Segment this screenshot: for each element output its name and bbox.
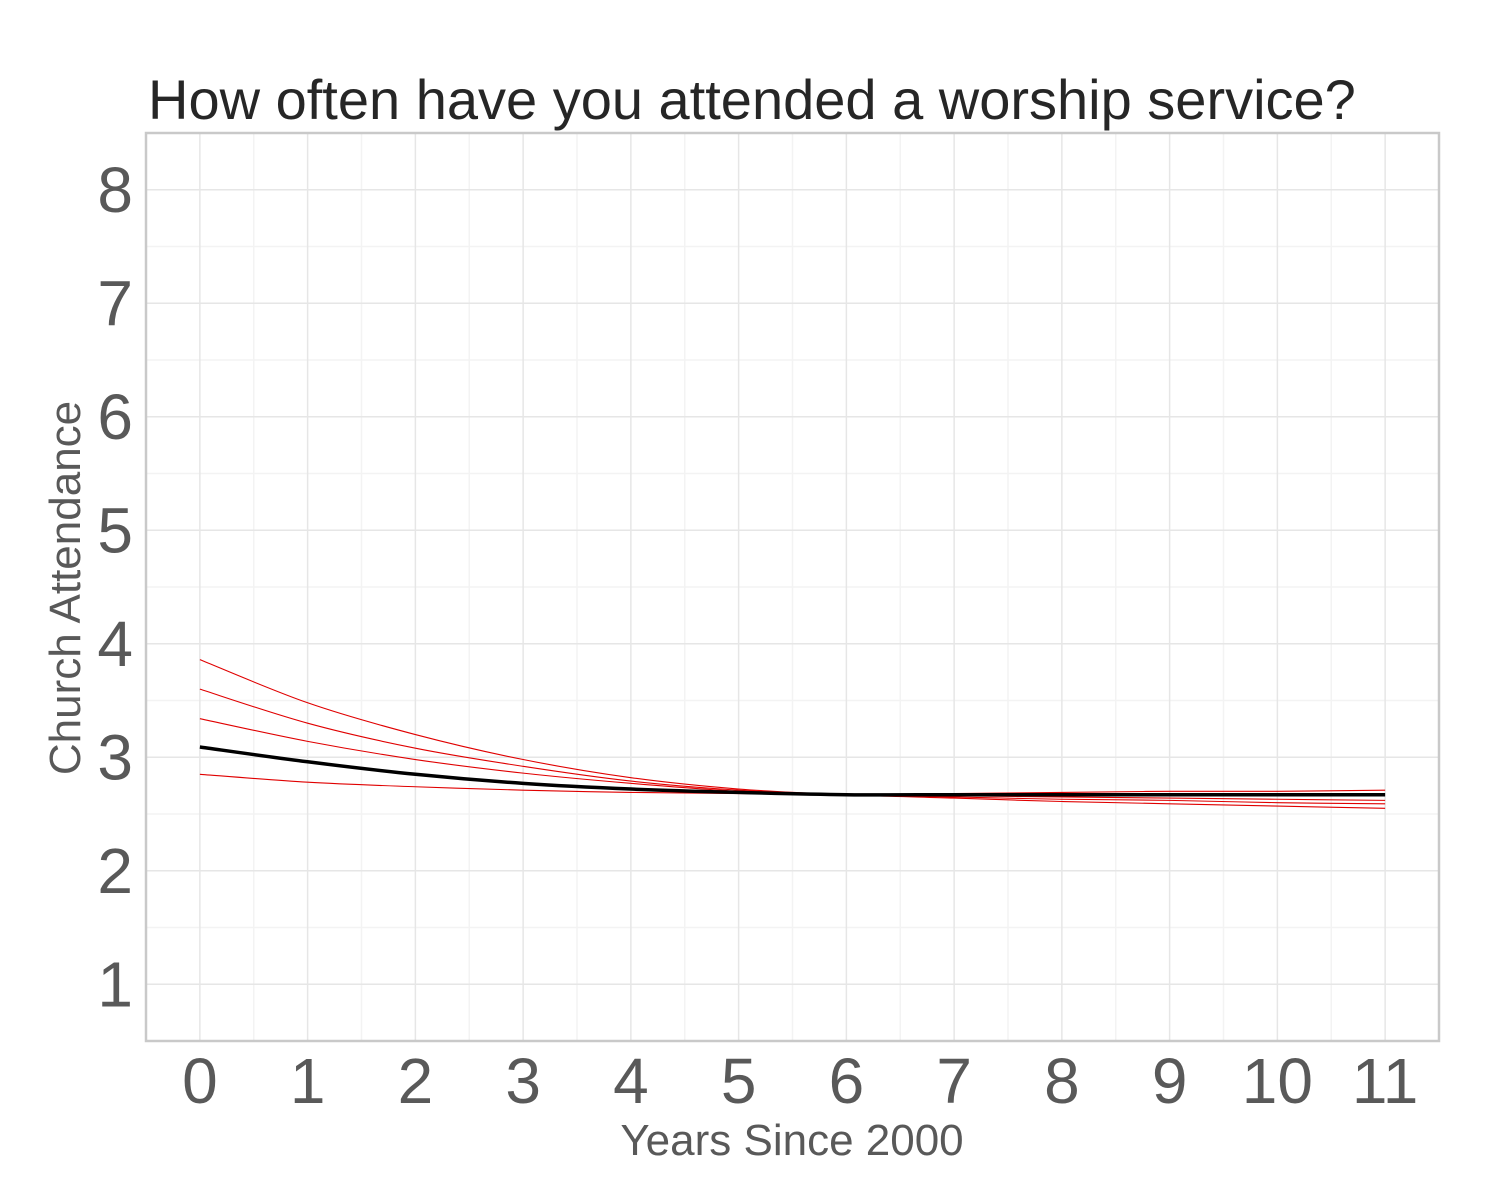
x-tick-label: 11 bbox=[1352, 1045, 1418, 1117]
x-tick-label: 0 bbox=[182, 1045, 218, 1117]
y-tick-label: 8 bbox=[97, 154, 133, 226]
y-tick-label: 4 bbox=[97, 608, 133, 680]
y-tick-label: 7 bbox=[97, 267, 133, 339]
x-tick-label: 9 bbox=[1152, 1045, 1188, 1117]
gridlines bbox=[146, 133, 1439, 1041]
y-tick-label: 6 bbox=[97, 381, 133, 453]
plot-panel-border bbox=[144, 131, 1441, 1043]
y-tick-label: 5 bbox=[97, 494, 133, 566]
y-axis-title: Church Attendance bbox=[41, 401, 90, 775]
y-tick-label: 3 bbox=[97, 721, 133, 793]
x-tick-label: 7 bbox=[936, 1045, 972, 1117]
x-tick-label: 4 bbox=[613, 1045, 649, 1117]
x-tick-label: 2 bbox=[398, 1045, 434, 1117]
x-tick-label: 8 bbox=[1044, 1045, 1080, 1117]
y-tick-label: 2 bbox=[97, 835, 133, 907]
series-lines bbox=[199, 659, 1386, 809]
x-axis-title: Years Since 2000 bbox=[620, 1116, 963, 1165]
x-tick-label: 5 bbox=[721, 1045, 757, 1117]
average-trend-line bbox=[199, 745, 1386, 797]
y-axis-tick-labels: 1 2 3 4 5 6 7 8 bbox=[97, 154, 133, 1021]
x-tick-label: 10 bbox=[1242, 1045, 1313, 1117]
y-tick-label: 1 bbox=[97, 948, 133, 1020]
chart-title: How often have you attended a worship se… bbox=[148, 68, 1356, 131]
x-tick-label: 6 bbox=[829, 1045, 865, 1117]
x-axis-tick-labels: 0 1 2 3 4 5 6 7 8 9 10 11 bbox=[182, 1045, 1418, 1117]
x-tick-label: 1 bbox=[290, 1045, 326, 1117]
x-tick-label: 3 bbox=[505, 1045, 541, 1117]
